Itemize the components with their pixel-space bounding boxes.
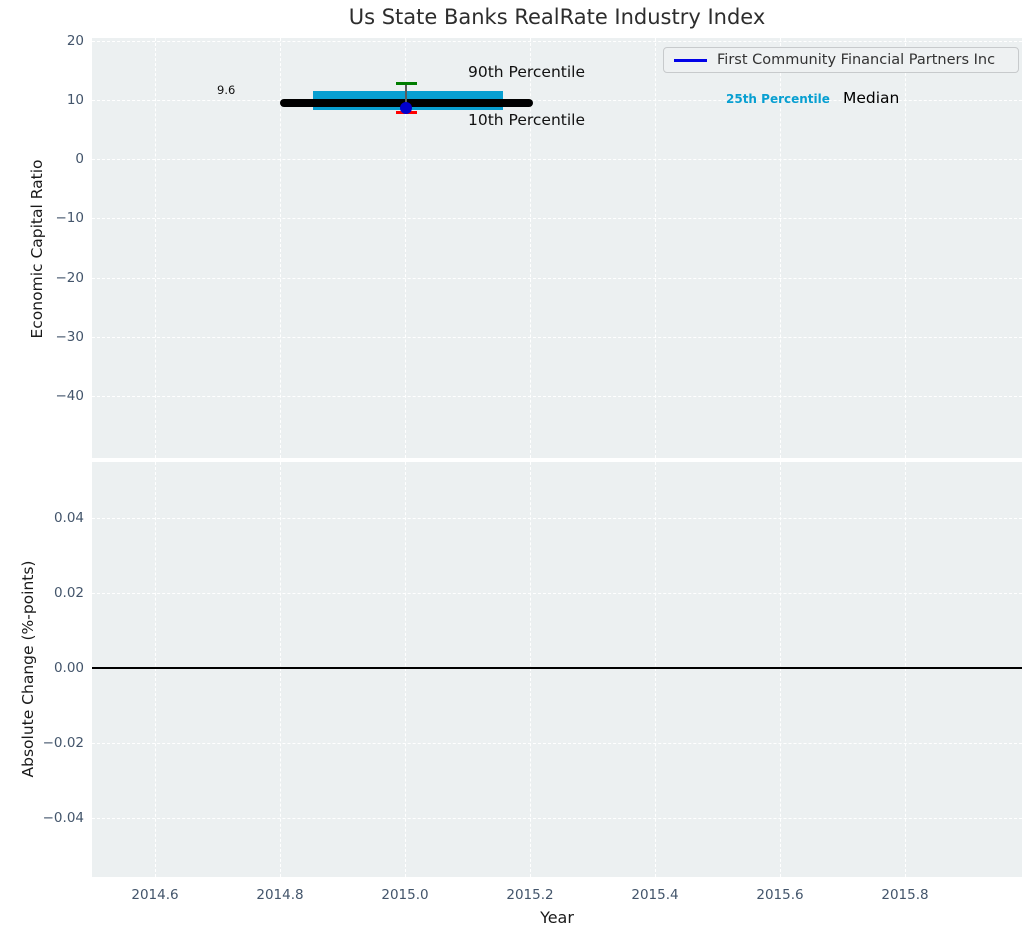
gridline (655, 462, 656, 877)
x-tick-label: 2015.0 (381, 887, 429, 903)
legend-label: First Community Financial Partners Inc (717, 52, 996, 68)
company-data-point (400, 102, 412, 114)
gridline (92, 396, 1022, 397)
gridline (92, 100, 1022, 101)
gridline (780, 38, 781, 458)
x-tick-label: 2014.6 (131, 887, 179, 903)
errorbar-stem (405, 84, 407, 113)
gridline (405, 38, 406, 458)
errorbar-cap-90th (396, 82, 417, 85)
top-plot-area: 9.6 90th Percentile 10th Percentile 25th… (92, 38, 1022, 458)
y-tick-label: 0 (75, 151, 84, 167)
y-tick-label: −40 (55, 388, 85, 404)
annotation-10th-percentile: 10th Percentile (468, 111, 586, 129)
gridline (280, 38, 281, 458)
gridline (92, 337, 1022, 338)
x-axis-label: Year (540, 908, 574, 927)
gridline (155, 462, 156, 877)
top-y-axis-label: Economic Capital Ratio (28, 159, 46, 339)
gridline (92, 278, 1022, 279)
gridline (530, 462, 531, 877)
gridline (280, 462, 281, 877)
zero-reference-line (92, 667, 1022, 669)
annotation-25th-percentile: 25th Percentile (726, 92, 830, 106)
gridline (155, 38, 156, 458)
gridline (92, 218, 1022, 219)
y-tick-label: 10 (66, 92, 84, 108)
y-tick-label: −0.04 (42, 810, 84, 826)
y-tick-label: −20 (55, 270, 85, 286)
gridline (92, 818, 1022, 819)
median-value-label: 9.6 (217, 83, 236, 97)
y-tick-label: −10 (55, 210, 85, 226)
y-tick-label: −0.02 (42, 735, 84, 751)
gridline (905, 462, 906, 877)
gridline (530, 38, 531, 458)
x-tick-label: 2015.6 (756, 887, 804, 903)
x-tick-label: 2015.4 (631, 887, 679, 903)
y-tick-label: 0.00 (53, 660, 84, 676)
y-tick-label: 20 (66, 33, 84, 49)
bottom-plot-area (92, 462, 1022, 877)
gridline (780, 462, 781, 877)
gridline (92, 743, 1022, 744)
legend: First Community Financial Partners Inc (663, 47, 1019, 73)
gridline (92, 159, 1022, 160)
gridline (92, 41, 1022, 42)
x-tick-label: 2014.8 (256, 887, 304, 903)
x-tick-label: 2015.8 (881, 887, 929, 903)
gridline (92, 593, 1022, 594)
annotation-90th-percentile: 90th Percentile (468, 63, 586, 81)
gridline (655, 38, 656, 458)
bottom-y-axis-label: Absolute Change (%-points) (19, 560, 37, 778)
x-tick-label: 2015.2 (506, 887, 554, 903)
chart-title: Us State Banks RealRate Industry Index (348, 5, 766, 29)
y-tick-label: 0.04 (53, 510, 84, 526)
y-tick-label: −30 (55, 329, 85, 345)
gridline (405, 462, 406, 877)
y-tick-label: 0.02 (53, 585, 84, 601)
gridline (905, 38, 906, 458)
legend-line-swatch (674, 58, 707, 62)
annotation-median: Median (843, 89, 900, 107)
gridline (92, 518, 1022, 519)
